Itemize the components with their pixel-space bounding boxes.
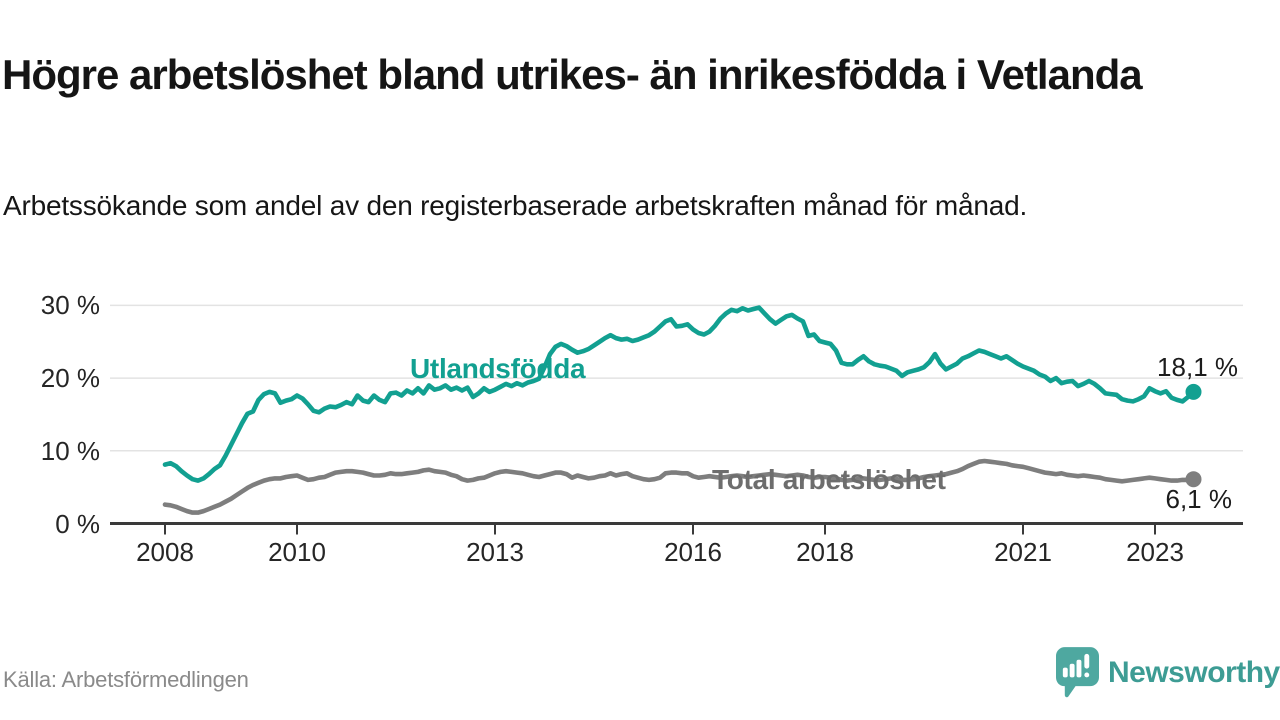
end-value-label-utlandsfodda: 18,1 % bbox=[1157, 352, 1238, 382]
source-note: Källa: Arbetsförmedlingen bbox=[3, 667, 249, 692]
series-label-utlandsfodda: Utlandsfödda bbox=[410, 353, 586, 384]
series-line-utlandsf-dda bbox=[162, 305, 1196, 483]
x-axis-tick-label: 2021 bbox=[994, 537, 1052, 567]
page-title: Högre arbetslöshet bland utrikes- än inr… bbox=[2, 51, 1143, 99]
x-axis-tick-label: 2023 bbox=[1126, 537, 1184, 567]
end-value-label-total: 6,1 % bbox=[1165, 484, 1233, 514]
series-end-dot-utlandsf-dda bbox=[1185, 383, 1202, 400]
series-end-dot-total-arbetsl-shet bbox=[1185, 471, 1202, 488]
x-axis-tick-label: 2013 bbox=[466, 537, 524, 567]
x-axis-tick-label: 2010 bbox=[268, 537, 326, 567]
x-axis-tick-label: 2008 bbox=[136, 537, 194, 567]
y-axis-tick-label: 20 % bbox=[40, 363, 100, 394]
y-axis-tick-label: 0 % bbox=[55, 508, 100, 539]
y-axis-tick-label: 10 % bbox=[40, 435, 100, 466]
x-axis-tick-label: 2016 bbox=[664, 537, 722, 567]
newsworthy-logo-icon bbox=[1056, 647, 1099, 698]
page-subtitle: Arbetssökande som andel av den registerb… bbox=[3, 190, 1028, 221]
x-axis-tick-label: 2018 bbox=[796, 537, 854, 567]
series-label-total-arbetsloshet: Total arbetslöshet bbox=[712, 464, 946, 495]
newsworthy-logo: Newsworthy bbox=[1056, 647, 1280, 698]
y-axis-tick-label: 30 % bbox=[40, 290, 100, 321]
newsworthy-logo-text: Newsworthy bbox=[1108, 655, 1280, 689]
series-line-total-arbetsl-shet bbox=[162, 458, 1196, 515]
